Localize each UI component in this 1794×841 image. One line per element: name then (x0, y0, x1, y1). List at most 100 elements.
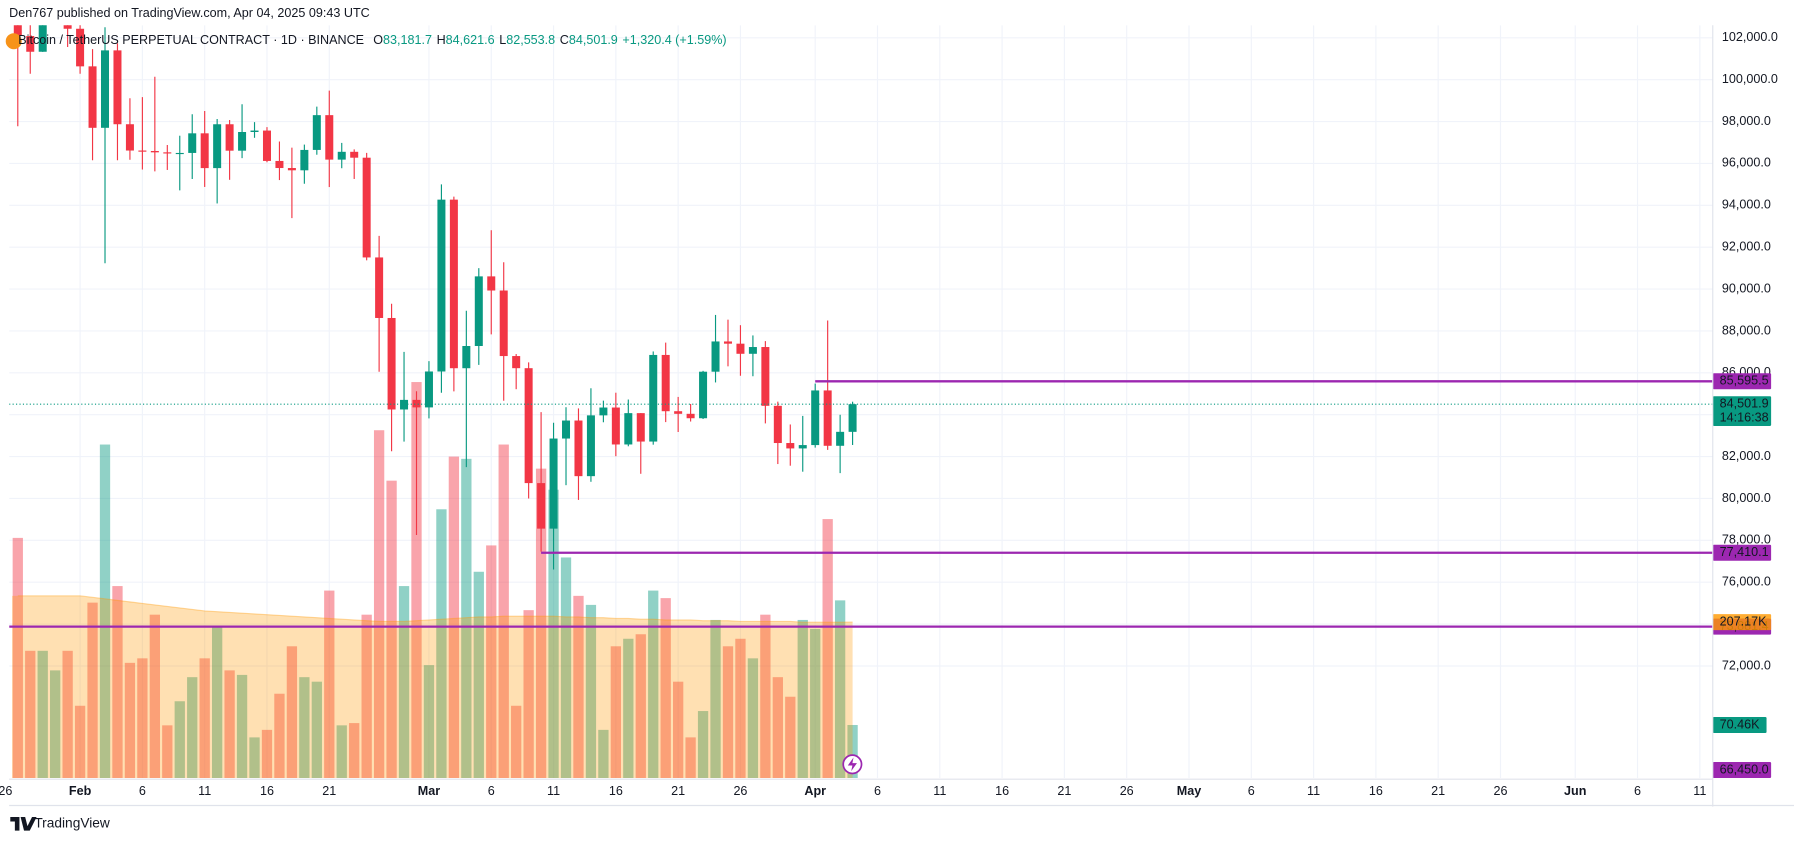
volume-ma-label-bg (1712, 614, 1772, 631)
volume-ma-line (17, 595, 853, 623)
countdown: 14:16:38 (1720, 410, 1769, 424)
legend-text: +1,320.4 (+1.59%) (622, 34, 726, 48)
candle-body (125, 124, 134, 151)
legend-text: O (373, 34, 383, 48)
y-tick-label: 90,000.0 (1722, 281, 1771, 295)
volume-bar (249, 737, 260, 779)
x-tick-label: 6 (1248, 784, 1255, 798)
candle-body (699, 371, 708, 419)
volume-bar (436, 509, 447, 779)
brand: TradingView (34, 815, 110, 830)
volume-bar (187, 677, 198, 779)
candle-body (649, 354, 658, 442)
candle-body (225, 124, 234, 151)
candle-body (88, 66, 97, 128)
candle-body (287, 168, 296, 171)
candle-body (499, 290, 508, 357)
x-tick-label: 16 (995, 784, 1009, 798)
volume-bar (834, 600, 846, 779)
x-tick-label: 11 (1307, 784, 1320, 798)
volume-bar (423, 665, 435, 779)
candle-body (674, 411, 683, 414)
volume-bar (760, 614, 771, 779)
y-tick-label: 102,000.0 (1722, 30, 1778, 44)
volume-bar (87, 602, 98, 779)
volume-bar (124, 662, 136, 779)
candle-body (424, 371, 433, 408)
volume-bar (697, 711, 709, 779)
candle-body (362, 157, 371, 258)
volume-bar (623, 638, 634, 779)
legend-text: 84,621.6 (446, 34, 495, 48)
volume-bar (398, 586, 410, 779)
volume-bar (373, 430, 385, 779)
candle-body (175, 152, 184, 155)
volume-bar (598, 729, 609, 779)
y-tick-label: 88,000.0 (1722, 323, 1771, 337)
volume-bar (785, 696, 796, 779)
volume-bar (797, 619, 808, 779)
x-tick-label: 11 (1693, 784, 1706, 798)
volume-bar (174, 701, 185, 779)
candle-body (599, 407, 608, 416)
volume-bar (50, 670, 61, 779)
volume-bar (610, 646, 622, 779)
candle-body (748, 347, 757, 354)
volume-bar (772, 677, 783, 779)
x-tick-label: 6 (874, 784, 881, 798)
candle-body (786, 443, 795, 449)
volume-bar (286, 646, 298, 779)
volume-bar (573, 595, 584, 779)
legend-text: L (499, 34, 506, 48)
x-tick-label: 6 (488, 784, 495, 798)
x-tick-label: 21 (671, 784, 685, 798)
x-tick-label: 11 (198, 784, 211, 798)
candle-body (562, 420, 571, 439)
y-tick-label: 82,000.0 (1722, 449, 1771, 463)
volume-bar (535, 468, 547, 779)
x-tick-label: 16 (1369, 784, 1383, 798)
volume-bar (12, 537, 23, 779)
x-tick-label: 26 (0, 784, 12, 798)
volume-bar (99, 444, 111, 779)
volume-ma-area (12, 595, 853, 779)
volume-bar (324, 590, 335, 779)
x-tick-label: 21 (322, 784, 336, 798)
candle-body (636, 413, 645, 442)
y-tick-label: 72,000.0 (1722, 658, 1771, 672)
y-tick-label: 96,000.0 (1722, 156, 1771, 170)
x-tick-label: 26 (1120, 784, 1134, 798)
volume-bar (448, 456, 460, 779)
candle-body (350, 151, 359, 158)
volume-bar (710, 619, 721, 779)
price-label-bg (1712, 373, 1772, 390)
x-tick-label: Feb (69, 784, 92, 798)
candle-body (449, 199, 458, 369)
candle-body (761, 347, 770, 406)
candle-body (101, 50, 110, 128)
x-tick-label: 11 (547, 784, 560, 798)
volume-bar (137, 658, 148, 779)
volume-bar (74, 705, 86, 779)
candle-body (686, 413, 695, 419)
volume-bar (411, 382, 422, 779)
legend-text: C (560, 34, 569, 48)
legend-text: 82,553.8 (506, 34, 555, 48)
candle-body (836, 431, 845, 446)
volume-bar (274, 693, 285, 779)
volume-label: 70.46K (1720, 717, 1760, 731)
volume-bar (523, 610, 534, 779)
candle-body (63, 25, 72, 29)
candle-body (387, 317, 396, 410)
candle-body (138, 150, 147, 152)
volume-bar (349, 723, 360, 779)
candle-body (76, 28, 85, 67)
candle-body (624, 413, 633, 445)
candle-body (549, 438, 558, 529)
candle-body (537, 483, 546, 529)
volume-bar (735, 638, 746, 779)
candle-body (325, 115, 334, 160)
price-label: 85,595.5 (1720, 374, 1769, 388)
x-tick-label: 16 (609, 784, 623, 798)
candle-body (26, 36, 35, 52)
